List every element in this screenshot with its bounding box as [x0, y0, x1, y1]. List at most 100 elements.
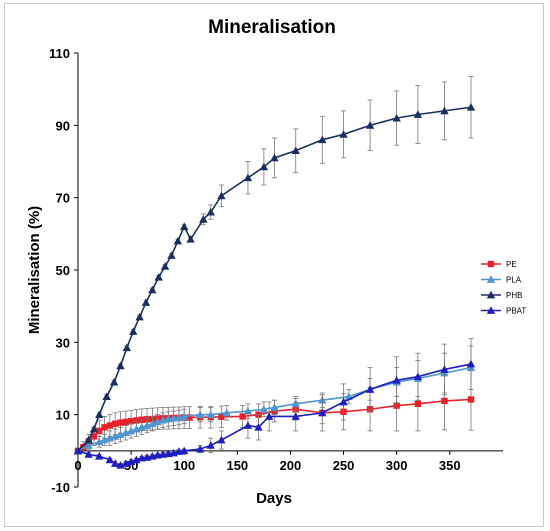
data-point: [392, 113, 401, 122]
y-tick-label: 10: [56, 408, 70, 423]
legend-item-pla: PLA: [481, 275, 522, 285]
y-tick-label: -10: [51, 480, 70, 495]
data-point: [109, 377, 119, 386]
data-point: [105, 455, 115, 464]
data-point: [148, 285, 157, 294]
data-point: [102, 392, 111, 400]
data-point: [117, 419, 124, 426]
data-point: [180, 222, 189, 230]
y-tick-label: 70: [56, 191, 70, 206]
data-point: [101, 424, 108, 431]
data-point: [133, 417, 140, 424]
data-point: [413, 110, 423, 118]
data-point: [116, 361, 125, 370]
data-point: [135, 312, 144, 321]
data-point: [141, 298, 151, 306]
chart-title: Mineralisation: [208, 17, 336, 38]
data-point: [466, 359, 476, 368]
data-point: [186, 414, 193, 421]
y-axis-label: Mineralisation (%): [26, 206, 43, 334]
data-point: [195, 444, 205, 453]
legend-marker: [486, 290, 496, 299]
data-point: [167, 251, 176, 259]
data-point: [441, 397, 448, 405]
data-point: [95, 410, 104, 419]
data-point: [339, 397, 348, 406]
data-point: [291, 146, 300, 155]
series-line: [77, 106, 472, 452]
data-point: [122, 343, 132, 352]
data-point: [291, 412, 300, 420]
data-point: [217, 435, 226, 444]
x-tick-label: 300: [386, 458, 408, 473]
data-point: [110, 459, 120, 467]
data-point: [270, 153, 279, 162]
data-point: [393, 402, 400, 409]
data-point: [180, 446, 189, 455]
data-point: [264, 412, 274, 420]
data-point: [206, 410, 215, 419]
y-tick-label: 110: [49, 46, 70, 61]
series-pbat: [73, 338, 476, 469]
data-point: [239, 413, 246, 420]
data-point: [259, 162, 269, 171]
data-point: [217, 191, 226, 200]
data-point: [95, 452, 104, 460]
plot-area: [73, 76, 476, 469]
data-point: [122, 418, 129, 426]
data-point: [80, 444, 87, 451]
data-point: [466, 103, 476, 111]
data-point: [365, 385, 375, 393]
data-point: [84, 441, 93, 449]
data-point: [73, 446, 83, 455]
data-point: [440, 365, 449, 373]
legend-marker: [487, 260, 495, 268]
data-point: [339, 130, 348, 138]
data-point: [222, 408, 231, 417]
legend-item-pbat: PBAT: [481, 306, 526, 316]
data-point: [173, 236, 183, 245]
data-point: [160, 262, 170, 270]
legend-label: PBAT: [506, 307, 526, 316]
legend-item-phb: PHB: [481, 290, 522, 300]
legend-label: PHB: [506, 291, 522, 300]
data-point: [318, 408, 327, 417]
data-point: [414, 400, 422, 408]
series-phb: [73, 76, 476, 455]
y-tick-label: 90: [56, 118, 70, 133]
data-point: [195, 410, 205, 419]
data-point: [270, 403, 279, 411]
data-point: [206, 441, 215, 449]
series-pla: [73, 345, 476, 455]
data-point: [89, 424, 99, 433]
data-point: [318, 135, 327, 144]
legend-label: PE: [506, 260, 517, 269]
data-point: [254, 423, 263, 431]
data-point: [365, 121, 375, 129]
data-point: [218, 413, 225, 421]
data-point: [467, 396, 475, 403]
legend-label: PLA: [506, 276, 522, 285]
data-point: [84, 435, 93, 444]
x-tick-label: 200: [280, 458, 302, 473]
data-point: [199, 215, 208, 223]
legend-marker: [486, 306, 496, 314]
data-point: [180, 412, 189, 420]
data-point: [111, 420, 119, 427]
x-axis-label: Days: [256, 490, 292, 507]
data-point: [392, 376, 401, 384]
data-point: [106, 422, 114, 429]
y-tick-label: 30: [56, 335, 70, 350]
data-point: [129, 327, 138, 335]
data-point: [154, 273, 163, 281]
data-point: [259, 405, 269, 413]
data-point: [440, 106, 449, 115]
data-point: [90, 433, 98, 440]
x-tick-label: 350: [439, 458, 461, 473]
x-tick-label: 250: [333, 458, 355, 473]
data-point: [413, 372, 423, 381]
data-point: [96, 427, 103, 435]
x-tick-label: 0: [74, 458, 81, 473]
